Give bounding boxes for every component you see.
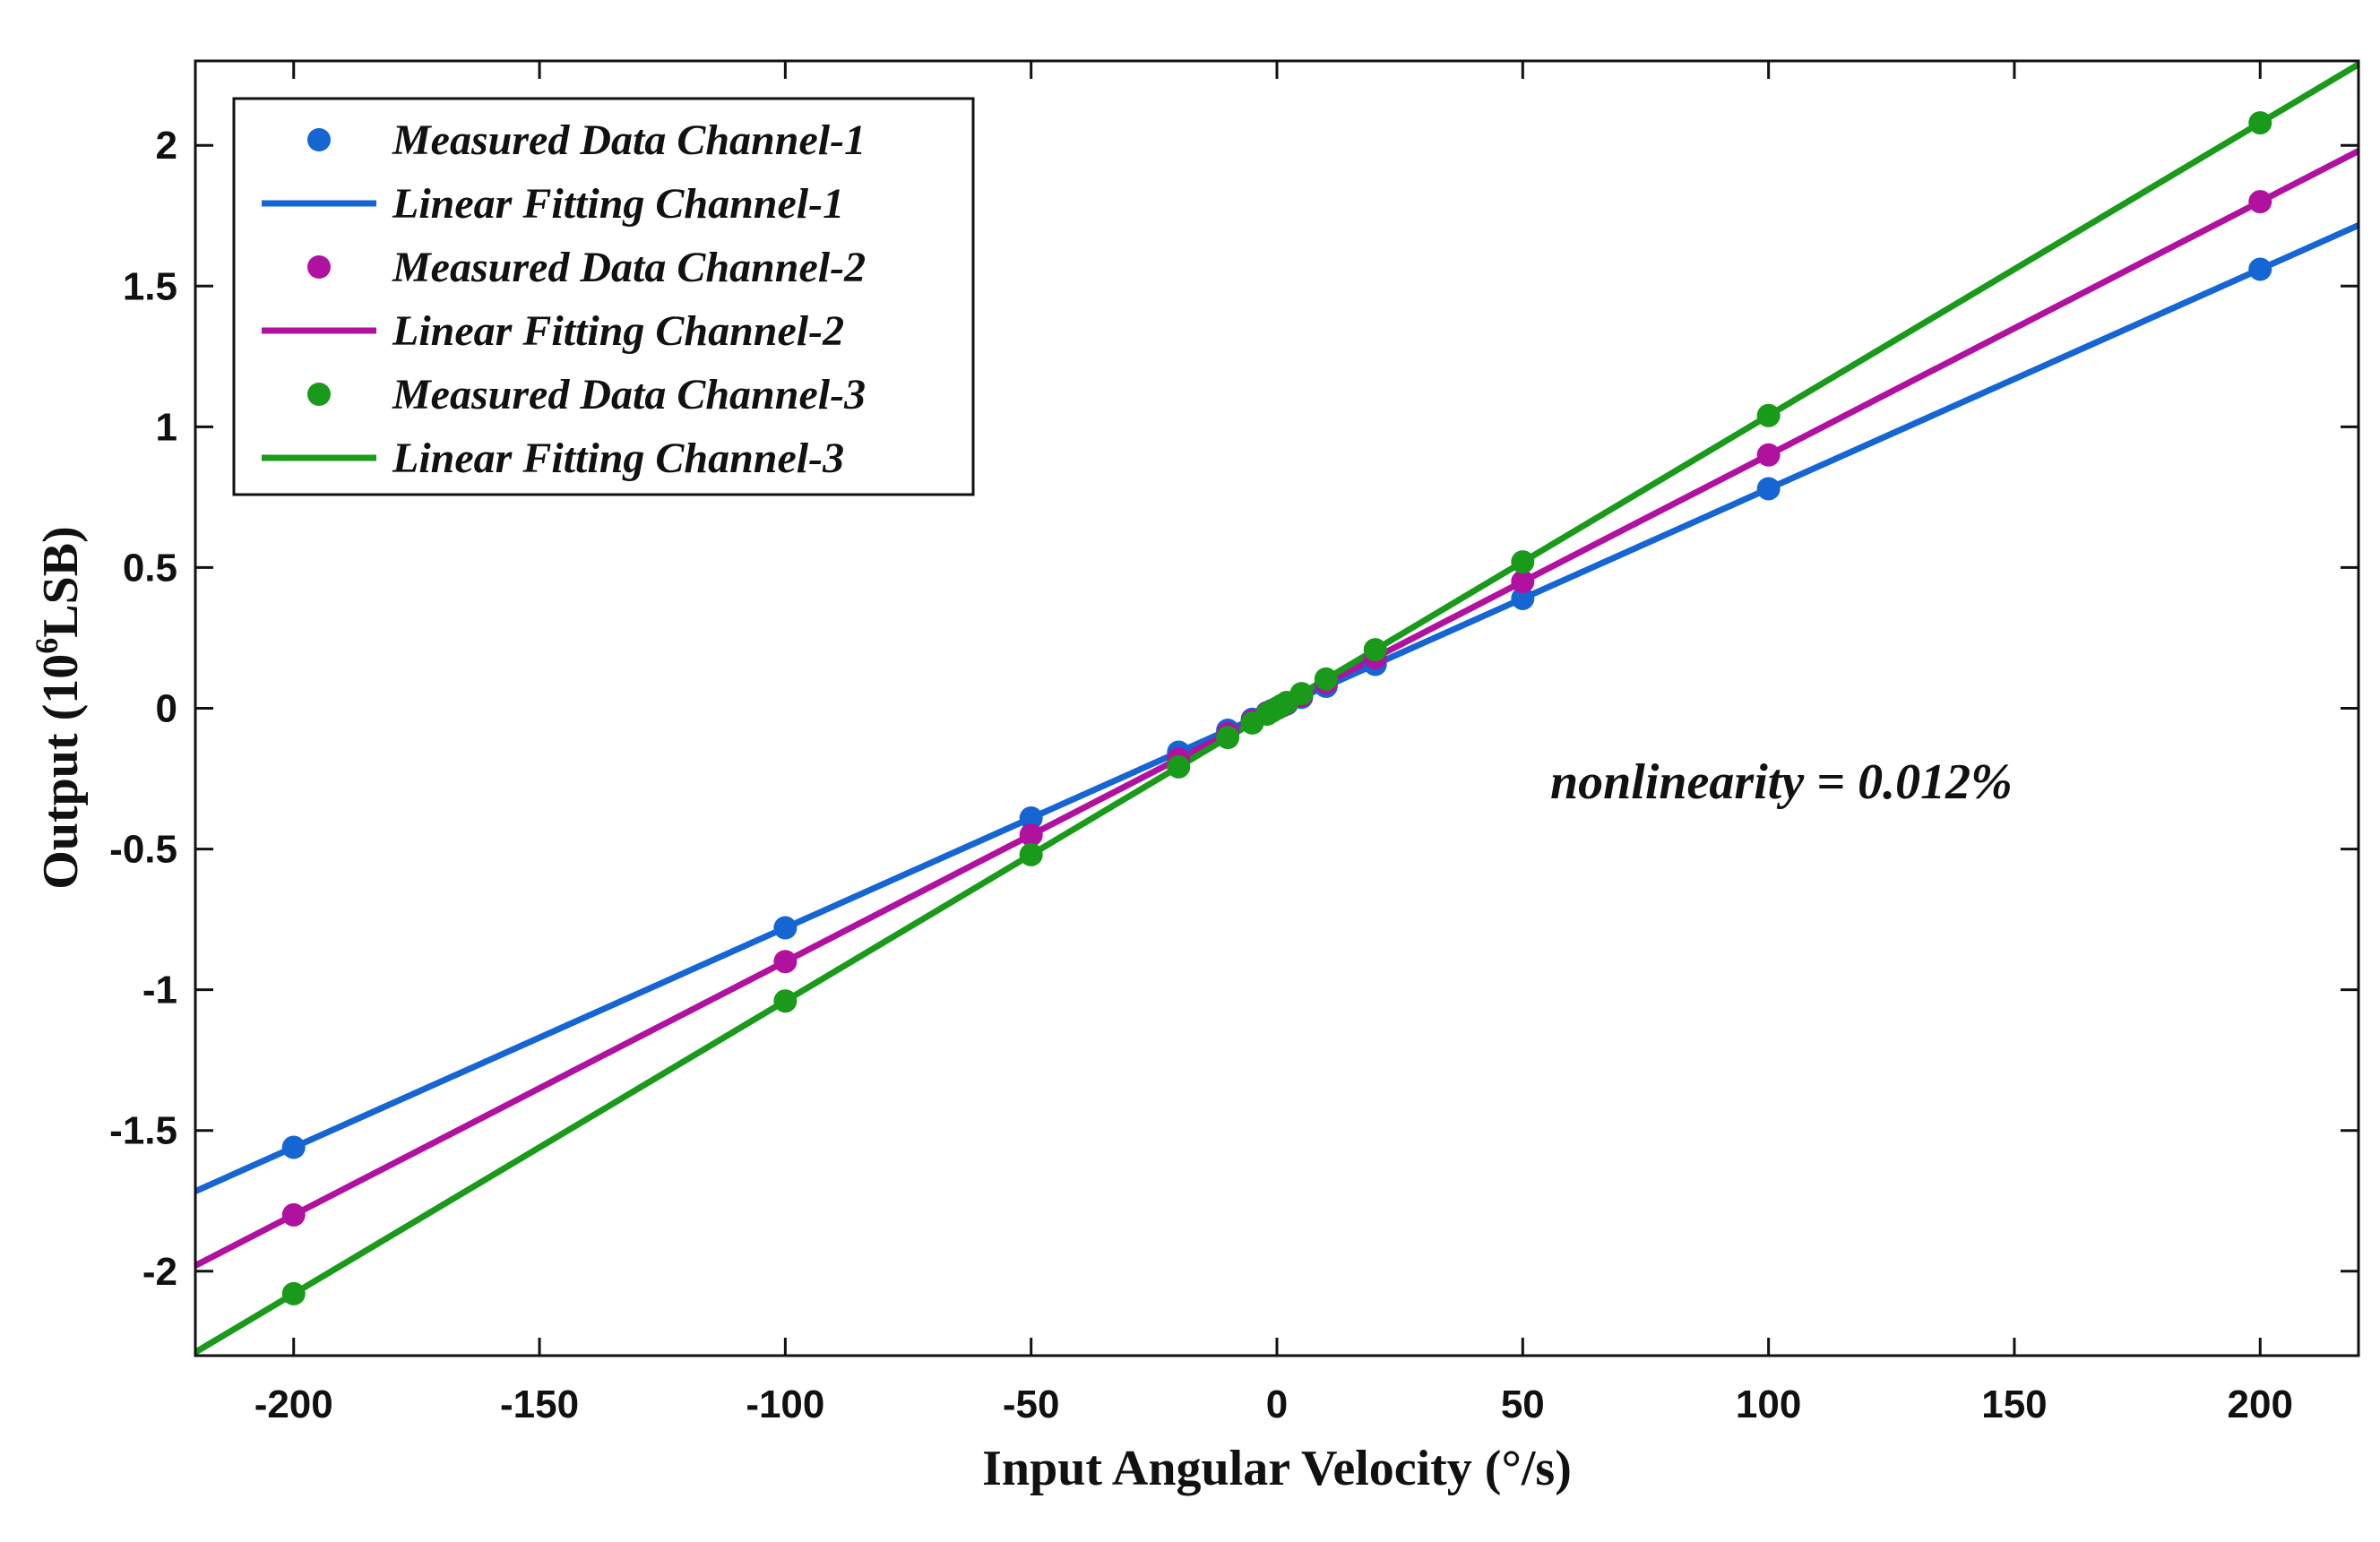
- data-point-channel-2: [1756, 443, 1781, 467]
- data-point-channel-2: [281, 1202, 306, 1227]
- data-point-channel-1: [2248, 257, 2272, 281]
- legend-label-fit-channel-1: Linear Fitting Channel-1: [392, 180, 844, 228]
- legend-entries: Measured Data Channel-1 Linear Fitting Ch…: [262, 116, 866, 482]
- data-point-channel-2: [1019, 823, 1043, 847]
- x-tick-label: 100: [1736, 1383, 1801, 1426]
- x-tick-label: -200: [254, 1383, 333, 1426]
- y-tick-label: -2: [142, 1250, 177, 1294]
- data-point-channel-3: [2248, 111, 2272, 135]
- data-point-channel-3: [1363, 638, 1387, 662]
- data-point-channel-3: [1314, 667, 1338, 691]
- legend-marker-channel-2: [307, 255, 331, 279]
- data-point-channel-3: [1167, 754, 1191, 779]
- data-point-channel-3: [1019, 842, 1043, 866]
- data-point-channel-2: [773, 950, 798, 974]
- legend-label-measured-channel-3: Measured Data Channel-3: [392, 371, 866, 418]
- nonlinearity-annotation: nonlinearity = 0.012%: [1550, 754, 2013, 810]
- data-point-channel-1: [1511, 586, 1535, 610]
- y-tick-label: -0.5: [109, 828, 177, 872]
- ticks: [195, 61, 2358, 1356]
- data-points: [281, 111, 2272, 1305]
- y-tick-label: 0.5: [123, 546, 177, 590]
- data-point-channel-1: [281, 1135, 306, 1159]
- y-axis-title-sup: 6: [29, 638, 65, 654]
- data-point-channel-1: [1019, 806, 1043, 831]
- legend-box: [232, 97, 975, 496]
- tick-labels: -200 -150 -100 -50 0 50 100 150 200 -2 -1.5 -1 -0.5 0…: [109, 124, 2293, 1426]
- y-tick-label: 0: [156, 687, 177, 731]
- legend-marker-channel-3: [307, 383, 331, 406]
- legend: Measured Data Channel-1 Linear Fitting Ch…: [232, 97, 975, 496]
- data-point-channel-1: [1756, 477, 1781, 501]
- data-point-channel-3: [1756, 403, 1781, 427]
- y-tick-label: 1.5: [123, 264, 177, 308]
- data-point-channel-3: [1216, 726, 1240, 750]
- data-point-channel-2: [1511, 570, 1535, 594]
- data-point-channel-3: [281, 1281, 306, 1305]
- y-tick-label: 1: [156, 405, 177, 449]
- x-tick-label: -100: [746, 1383, 824, 1426]
- x-tick-label: -150: [500, 1383, 579, 1426]
- y-tick-label: 2: [156, 124, 177, 168]
- y-axis-title-suffix: LSB): [33, 526, 89, 638]
- y-tick-label: -1: [142, 969, 177, 1012]
- legend-label-measured-channel-1: Measured Data Channel-1: [392, 116, 866, 164]
- x-tick-label: 0: [1266, 1383, 1288, 1426]
- x-tick-label: 200: [2228, 1383, 2293, 1426]
- legend-marker-channel-1: [307, 128, 331, 151]
- legend-label-fit-channel-3: Linear Fitting Channel-3: [392, 435, 844, 482]
- data-point-channel-3: [1289, 682, 1314, 706]
- legend-label-fit-channel-2: Linear Fitting Channel-2: [392, 307, 844, 355]
- data-point-channel-1: [773, 916, 798, 940]
- legend-label-measured-channel-2: Measured Data Channel-2: [392, 244, 866, 291]
- y-axis-title-prefix: Output (10: [33, 654, 89, 890]
- y-tick-label: -1.5: [109, 1109, 177, 1153]
- x-tick-label: 150: [1981, 1383, 2047, 1426]
- x-tick-label: -50: [1003, 1383, 1060, 1426]
- data-point-channel-2: [2248, 190, 2272, 214]
- x-tick-label: 50: [1501, 1383, 1545, 1426]
- y-axis-title: Output (106LSB): [29, 526, 89, 889]
- x-axis-title: Input Angular Velocity (°/s): [982, 1441, 1572, 1496]
- data-point-channel-3: [773, 989, 798, 1013]
- data-point-channel-3: [1511, 550, 1535, 574]
